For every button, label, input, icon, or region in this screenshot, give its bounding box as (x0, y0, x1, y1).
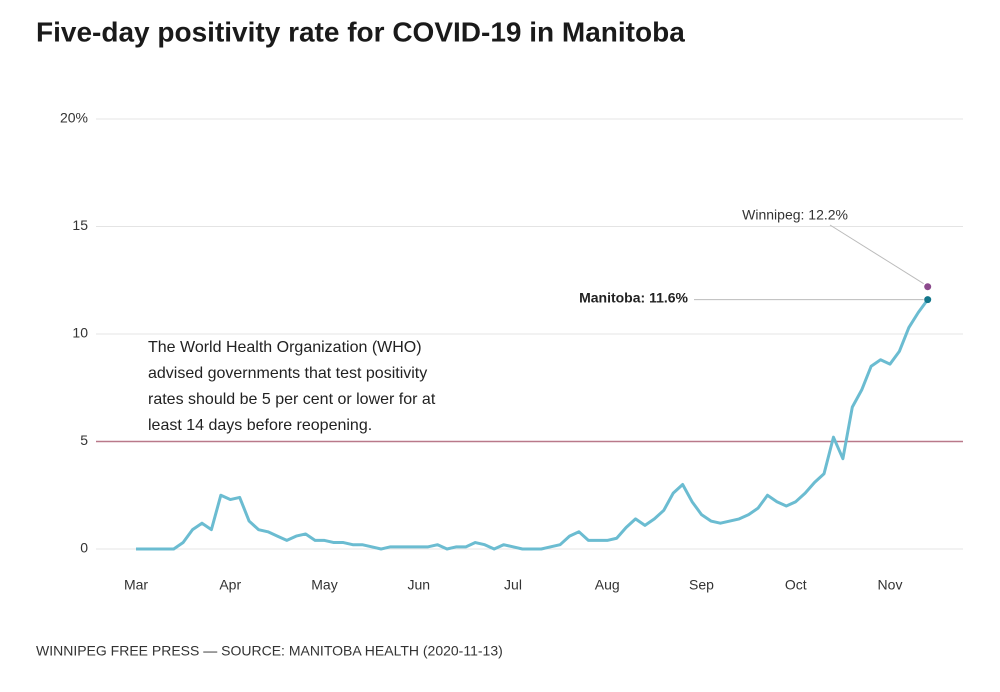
y-tick-label: 0 (80, 540, 88, 556)
point-label: Winnipeg: 12.2% (742, 207, 848, 223)
annotation: advised governments that test positivity (148, 365, 427, 382)
y-tick-label: 5 (80, 432, 88, 448)
x-tick-label: May (311, 577, 337, 593)
point-label: Manitoba: 11.6% (579, 290, 688, 306)
x-tick-label: Apr (219, 577, 241, 593)
x-tick-label: Oct (785, 577, 807, 593)
annotation: least 14 days before reopening. (148, 417, 372, 434)
y-tick-label: 10 (72, 325, 88, 341)
x-tick-label: Nov (878, 577, 903, 593)
leader-line (829, 224, 924, 285)
data-line (136, 298, 929, 551)
chart-title: Five-day positivity rate for COVID-19 in… (36, 16, 685, 47)
point (924, 283, 932, 291)
annotation: rates should be 5 per cent or lower for … (148, 391, 436, 408)
x-tick-label: Jun (407, 577, 430, 593)
source: WINNIPEG FREE PRESS — SOURCE: MANITOBA H… (36, 643, 503, 659)
point (924, 296, 932, 304)
annotation: The World Health Organization (WHO) (148, 339, 422, 356)
x-tick-label: Sep (689, 577, 714, 593)
x-tick-label: Aug (595, 577, 620, 593)
y-tick-label: 20% (60, 110, 88, 126)
x-tick-label: Mar (124, 577, 148, 593)
y-tick-label: 15 (72, 217, 88, 233)
x-tick-label: Jul (504, 577, 522, 593)
